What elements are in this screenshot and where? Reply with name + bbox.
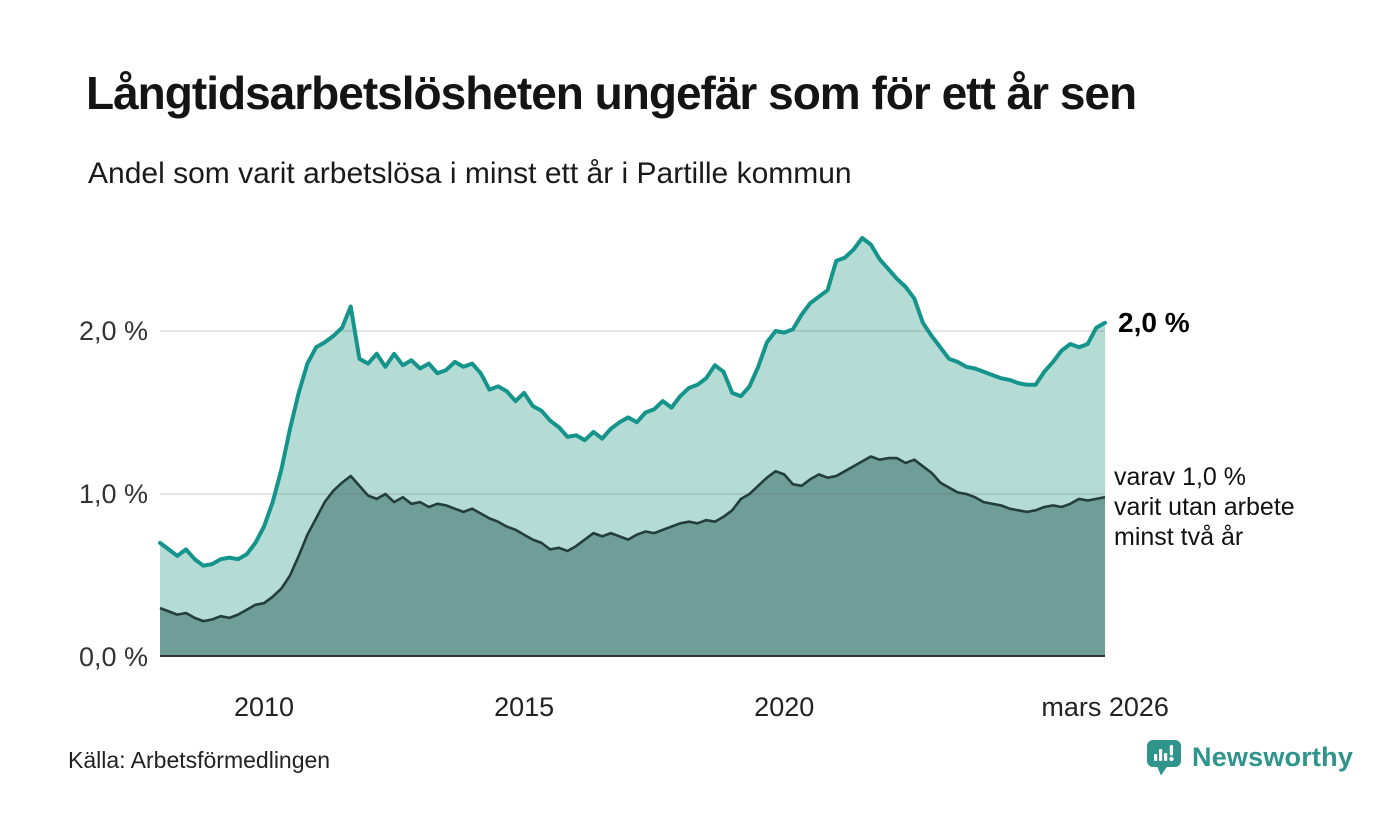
x-tick-label: mars 2026 (1041, 692, 1169, 722)
x-tick-label: 2015 (494, 692, 555, 722)
y-tick-label: 0,0 % (78, 642, 148, 672)
newsworthy-brand: Newsworthy (1146, 737, 1353, 777)
y-tick-label: 2,0 % (78, 315, 148, 346)
chart-subtitle: Andel som varit arbetslösa i minst ett å… (88, 157, 852, 190)
y-tick-label: 1,0 % (78, 478, 148, 509)
area-two-years (160, 456, 1105, 657)
x-tick-label: 2020 (754, 692, 815, 722)
newsworthy-logo-icon (1147, 740, 1181, 776)
line-two-years (159, 455, 1106, 623)
x-tick-label: 2010 (233, 692, 295, 722)
line-one-year (158, 236, 1107, 568)
source-note: Källa: Arbetsförmedlingen (68, 747, 331, 773)
chart-title: Långtidsarbetslösheten ungefär som för e… (86, 67, 1137, 119)
end-value-label: 2,0 % (1118, 307, 1190, 338)
newsworthy-logo-text: Newsworthy (1192, 741, 1354, 772)
area-chart (158, 236, 1107, 657)
end-sub-label: varav 1,0 % varit utan arbete minst två … (1114, 463, 1295, 551)
